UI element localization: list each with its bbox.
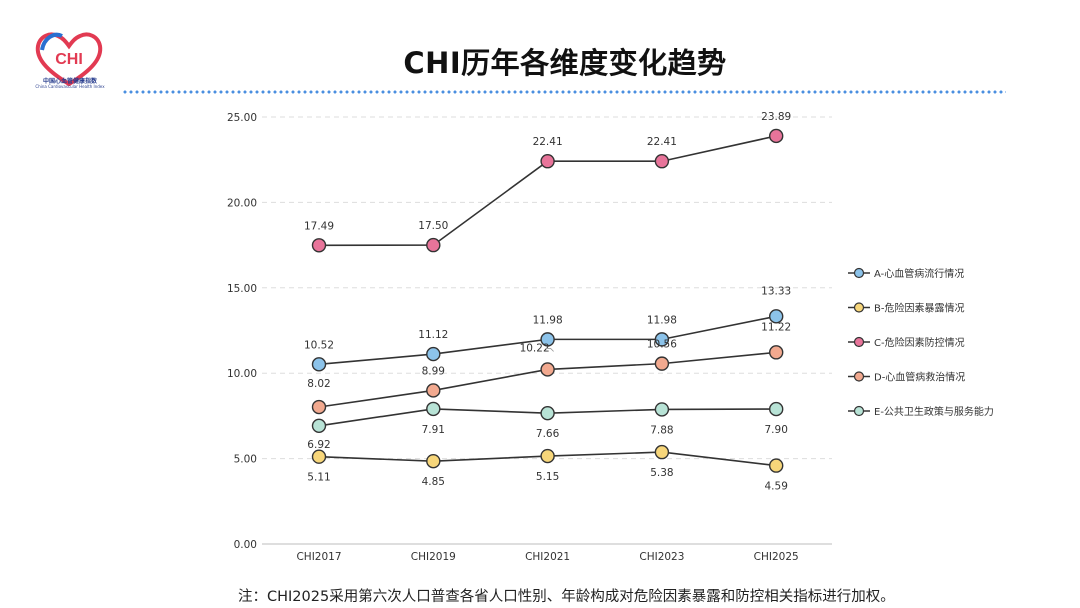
data-point: [769, 401, 784, 417]
data-label: 4.59: [765, 481, 788, 493]
data-point: [426, 453, 441, 469]
data-label: 10.22: [520, 342, 550, 354]
label-leader-line: [545, 348, 554, 352]
data-label: 5.38: [650, 467, 673, 479]
data-point: [654, 332, 670, 347]
legend-label: C-危险因素防控情况: [874, 336, 965, 349]
y-tick-label: 10.00: [227, 368, 257, 380]
data-point: [426, 346, 441, 362]
legend-label: E-公共卫生政策与服务能力: [874, 405, 994, 418]
data-label: 7.88: [650, 424, 673, 436]
data-point: [540, 448, 555, 464]
y-tick-label: 0.00: [234, 539, 257, 551]
x-tick-label: CHI2019: [411, 551, 456, 563]
y-tick-label: 5.00: [234, 454, 257, 466]
series-line: [318, 135, 777, 247]
data-point: [540, 405, 555, 421]
y-tick-label: 25.00: [227, 112, 257, 124]
data-point: [654, 444, 670, 460]
legend-marker: [853, 302, 865, 313]
data-point: [426, 237, 441, 253]
data-label: 10.52: [304, 339, 334, 351]
data-label: 4.85: [422, 476, 445, 488]
data-label: 22.41: [647, 136, 677, 148]
data-label: 11.98: [533, 314, 563, 326]
x-tick-label: CHI2017: [296, 551, 341, 563]
data-point: [769, 128, 784, 144]
x-tick-label: CHI2025: [754, 551, 799, 563]
data-label: 8.02: [307, 378, 330, 390]
data-point: [540, 362, 555, 377]
data-label: 11.22: [761, 321, 791, 333]
data-label: 7.66: [536, 428, 560, 440]
data-label: 6.92: [307, 439, 330, 451]
dotted-divider: [122, 90, 1006, 94]
data-label: 7.91: [422, 424, 445, 436]
swoosh-icon: [40, 32, 63, 51]
legend-label: D-心血管病救治情况: [874, 371, 965, 384]
data-point: [311, 357, 327, 372]
legend-marker: [853, 405, 865, 417]
data-label: 22.41: [533, 136, 563, 148]
data-label: 5.11: [307, 472, 330, 484]
y-tick-label: 20.00: [227, 197, 257, 209]
data-point: [769, 458, 784, 473]
legend-marker: [853, 336, 865, 348]
legend-marker: [853, 267, 865, 279]
data-point: [426, 383, 441, 398]
chi-logo: CHI: [35, 32, 103, 87]
data-label: 17.50: [418, 220, 448, 232]
data-point: [654, 154, 670, 169]
legend-label: B-危险因素暴露情况: [874, 302, 964, 315]
data-label: 8.99: [422, 365, 445, 377]
data-point: [769, 345, 784, 360]
data-point: [311, 238, 327, 253]
data-label: 23.89: [761, 111, 791, 123]
heart-icon: [35, 32, 103, 87]
legend-label: A-心血管病流行情况: [874, 267, 964, 280]
data-point: [311, 399, 327, 415]
data-point: [311, 418, 327, 434]
data-label: 13.33: [761, 285, 791, 297]
data-label: 7.90: [765, 424, 788, 436]
data-point: [769, 309, 784, 324]
data-point: [540, 154, 555, 169]
data-point: [540, 332, 555, 347]
data-point: [654, 402, 670, 417]
data-label: 5.15: [536, 471, 559, 483]
svg-text:CHI: CHI: [55, 51, 83, 68]
data-point: [426, 401, 441, 417]
data-point: [311, 449, 327, 464]
data-label: 11.98: [647, 314, 677, 326]
data-point: [654, 356, 670, 371]
series-line: [318, 351, 777, 408]
y-tick-label: 15.00: [227, 283, 257, 295]
logo-cn-text: 中国心血管健康指数: [42, 78, 97, 85]
data-label: 10.56: [647, 339, 677, 351]
footnote: 注：CHI2025采用第六次人口普查各省人口性别、年龄构成对危险因素暴露和防控相…: [238, 589, 895, 605]
data-label: 11.12: [418, 329, 448, 341]
x-tick-label: CHI2023: [639, 551, 684, 563]
page-title: CHI历年各维度变化趋势: [403, 46, 727, 80]
logo-en-text: China Cardiovascular Health Index: [35, 84, 105, 89]
legend-marker: [853, 371, 865, 382]
x-tick-label: CHI2021: [525, 551, 570, 563]
data-label: 17.49: [304, 220, 334, 232]
